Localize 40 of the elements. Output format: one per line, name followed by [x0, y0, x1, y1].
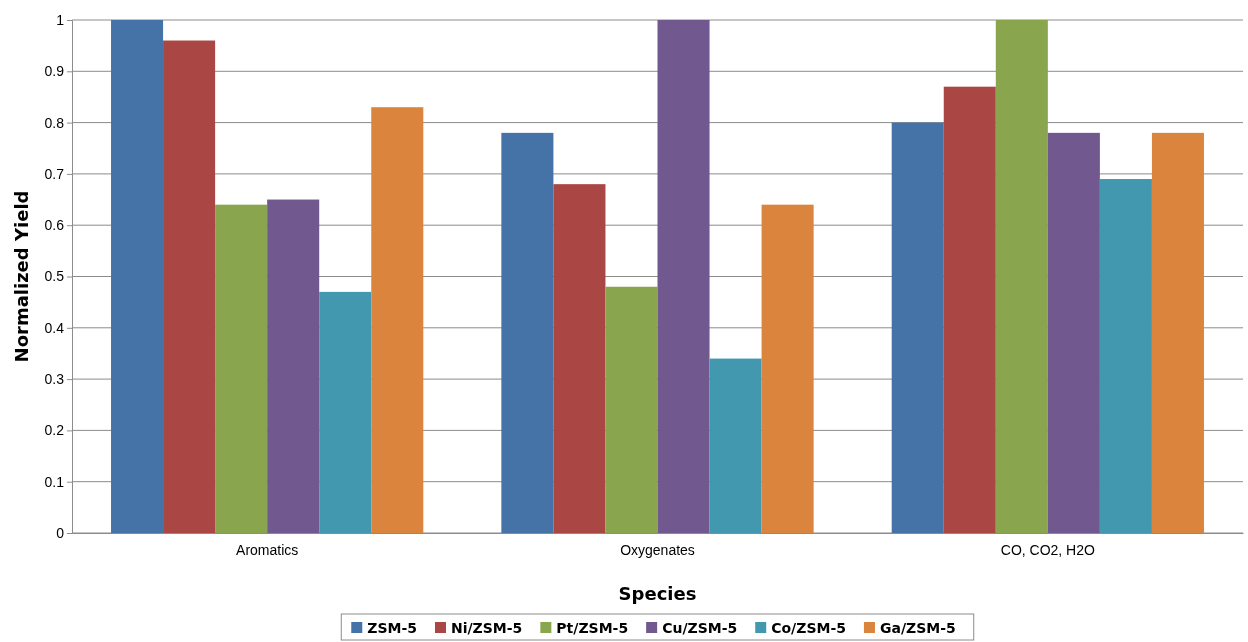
legend-label: Co/ZSM-5 — [771, 620, 846, 636]
y-tick-label: 0.2 — [44, 422, 65, 439]
y-tick-label: 0.9 — [44, 63, 65, 80]
legend-label: ZSM-5 — [367, 620, 417, 636]
bar — [709, 358, 762, 533]
bar — [943, 86, 996, 533]
bar — [111, 20, 164, 533]
bar — [995, 20, 1048, 533]
legend-label: Ni/ZSM-5 — [450, 620, 523, 636]
bar — [891, 122, 944, 533]
x-tick-label: CO, CO2, H2O — [1000, 541, 1095, 558]
bar — [553, 184, 606, 533]
y-tick-label: 0.7 — [44, 165, 65, 182]
y-tick-label: 0 — [56, 524, 65, 541]
bar — [371, 107, 424, 533]
x-axis-title: Species — [618, 583, 697, 604]
bar — [1099, 179, 1152, 533]
bar — [761, 204, 814, 533]
y-tick-label: 0.8 — [44, 114, 65, 131]
y-tick-label: 1 — [56, 11, 65, 28]
bar — [163, 40, 216, 533]
legend-label: Pt/ZSM-5 — [556, 620, 629, 636]
legend-label: Cu/ZSM-5 — [662, 620, 738, 636]
bar — [1047, 132, 1100, 533]
y-tick-label: 0.3 — [44, 371, 65, 388]
bar — [267, 199, 320, 533]
bar — [1151, 132, 1204, 533]
x-tick-label: Aromatics — [236, 541, 299, 558]
y-tick-label: 0.4 — [44, 319, 65, 336]
y-tick-label: 0.5 — [44, 268, 65, 285]
bar — [605, 286, 658, 533]
bar — [319, 291, 372, 533]
bar — [215, 204, 268, 533]
y-tick-label: 0.6 — [44, 217, 65, 234]
y-tick-label: 0.1 — [44, 473, 65, 490]
y-axis-title: Normalized Yield — [11, 190, 32, 363]
bar — [501, 132, 554, 533]
x-tick-label: Oxygenates — [620, 541, 695, 558]
bar — [657, 20, 710, 533]
legend-label: Ga/ZSM-5 — [879, 620, 956, 636]
